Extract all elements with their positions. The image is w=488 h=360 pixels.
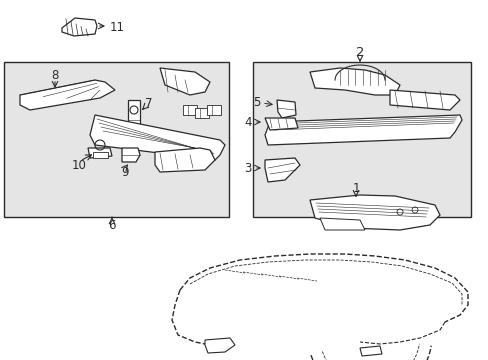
Polygon shape <box>206 105 221 115</box>
Text: 6: 6 <box>108 219 116 231</box>
Polygon shape <box>93 152 108 158</box>
Text: 9: 9 <box>121 166 128 179</box>
Polygon shape <box>122 148 140 162</box>
Polygon shape <box>62 18 97 36</box>
Polygon shape <box>264 158 299 182</box>
Bar <box>4 62 228 217</box>
Polygon shape <box>88 148 112 158</box>
Polygon shape <box>128 100 140 140</box>
Polygon shape <box>195 108 208 118</box>
Text: 7: 7 <box>145 96 152 109</box>
Polygon shape <box>204 338 235 353</box>
Text: 10: 10 <box>72 158 87 171</box>
Text: 8: 8 <box>51 68 59 81</box>
Text: 3: 3 <box>244 162 251 175</box>
Polygon shape <box>183 105 197 115</box>
Polygon shape <box>90 115 224 160</box>
Polygon shape <box>264 115 461 145</box>
Polygon shape <box>309 68 399 95</box>
Polygon shape <box>20 80 115 110</box>
Polygon shape <box>309 195 439 230</box>
Text: 5: 5 <box>252 95 260 108</box>
Text: 1: 1 <box>351 181 359 194</box>
Polygon shape <box>160 68 209 95</box>
Polygon shape <box>276 100 295 118</box>
Polygon shape <box>155 148 215 172</box>
Polygon shape <box>389 90 459 110</box>
Text: 2: 2 <box>355 45 364 59</box>
Polygon shape <box>359 346 381 356</box>
Bar <box>252 62 470 217</box>
Text: 11: 11 <box>110 21 125 33</box>
Polygon shape <box>319 218 364 230</box>
Polygon shape <box>264 118 297 130</box>
Text: 4: 4 <box>244 116 251 129</box>
